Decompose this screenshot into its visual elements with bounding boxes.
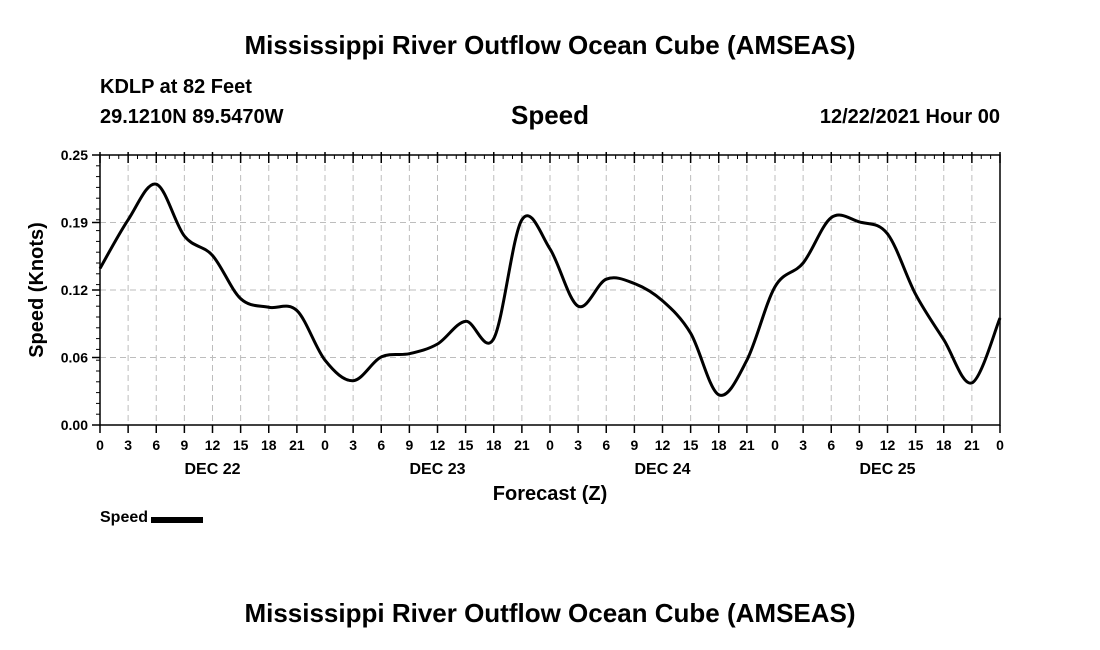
x-tick-label: 18 [261,437,277,453]
x-tick-label: 18 [486,437,502,453]
x-tick-label: 12 [655,437,671,453]
data-point [717,393,720,396]
data-point [408,352,411,355]
date-labels: DEC 22 DEC 23 DEC 24 DEC 25 [184,461,915,478]
data-point [774,285,776,288]
series-layer [98,182,1002,397]
x-tick-label: 12 [430,437,446,453]
x-tick-label: 18 [936,437,952,453]
data-point [689,332,692,335]
data-point [661,300,664,302]
legend: Speed [100,509,204,527]
x-axis-title: Forecast (Z) [493,483,607,505]
x-tick-label: 21 [739,437,755,453]
y-tick-label: 0.12 [61,282,88,298]
x-tick-label: 15 [908,437,924,453]
x-tick-label: 15 [683,437,699,453]
data-point [886,233,889,235]
data-point [464,320,467,323]
y-tick-label: 0.25 [61,147,88,163]
x-tick-label: 12 [880,437,896,453]
speed-chart: 0.00 0.06 0.12 0.19 0.25 0 3 6 9 12 15 18 21 0 3 6 9 12 1… [26,147,1004,505]
x-tick-label: 6 [827,437,835,453]
x-tick-label: 15 [458,437,474,453]
page-title: Mississippi River Outflow Ocean Cube (AM… [244,30,856,60]
x-tick-label: 21 [289,437,305,453]
x-tick-label: 9 [180,437,188,453]
y-tick-label: 0.00 [61,417,88,433]
x-tick-label: 6 [377,437,385,453]
data-point [239,297,242,300]
x-tick-label: 9 [630,437,638,453]
data-point [971,382,973,384]
data-point [942,338,945,341]
data-point [802,262,804,264]
date-label: DEC 23 [409,461,465,478]
x-tick-label: 21 [964,437,980,453]
legend-label: Speed [100,509,149,526]
data-point [324,359,326,362]
footer-title: Mississippi River Outflow Ocean Cube (AM… [244,598,856,628]
data-point [211,254,214,257]
x-tick-label: 0 [996,437,1004,453]
x-tick-label: 3 [574,437,582,453]
data-point [858,221,861,223]
data-point [746,359,748,362]
x-tick-label: 18 [711,437,727,453]
y-axis-ticks: 0.00 0.06 0.12 0.19 0.25 [61,147,100,433]
forecast-run-time: 12/22/2021 Hour 00 [819,106,1000,128]
y-tick-label: 0.19 [61,215,88,231]
data-point [999,317,1001,319]
y-axis-title: Speed (Knots) [26,222,48,358]
x-tick-label: 12 [205,437,221,453]
x-tick-label: 0 [546,437,554,453]
x-tick-label: 3 [799,437,807,453]
x-axis-ticks: 0 3 6 9 12 15 18 21 0 3 6 9 12 15 18 21 0 3 6 9 12 15 18 21 0 3 6 9… [96,152,1004,453]
date-label: DEC 22 [184,461,240,478]
x-tick-label: 3 [124,437,132,453]
grid-lines [100,155,1000,425]
x-tick-label: 0 [96,437,104,453]
data-point [183,235,186,237]
x-tick-label: 9 [855,437,863,453]
x-tick-label: 9 [405,437,413,453]
data-point [605,278,608,281]
data-point [521,219,523,221]
data-point [492,337,495,340]
station-coordinates: 29.1210N 89.5470W [100,106,284,128]
data-point [127,219,129,221]
x-tick-label: 21 [514,437,530,453]
data-point [577,305,579,308]
legend-swatch [151,516,204,523]
station-label: KDLP at 82 Feet [100,76,252,98]
x-tick-label: 0 [771,437,779,453]
x-tick-label: 6 [602,437,610,453]
data-point [633,282,636,285]
x-tick-label: 15 [233,437,249,453]
data-point [296,309,298,312]
data-point [914,293,917,296]
data-point [352,379,354,382]
data-point [155,183,158,185]
data-point [267,306,270,309]
y-tick-label: 0.06 [61,350,88,366]
x-tick-label: 0 [321,437,329,453]
date-label: DEC 24 [634,461,690,478]
chart-title: Speed [510,100,590,130]
x-tick-label: 6 [152,437,160,453]
data-point [549,248,551,250]
data-point [380,356,383,358]
date-label: DEC 25 [859,461,915,478]
data-point [830,216,833,219]
data-point [99,267,101,270]
data-point [436,343,439,345]
x-tick-label: 3 [349,437,357,453]
